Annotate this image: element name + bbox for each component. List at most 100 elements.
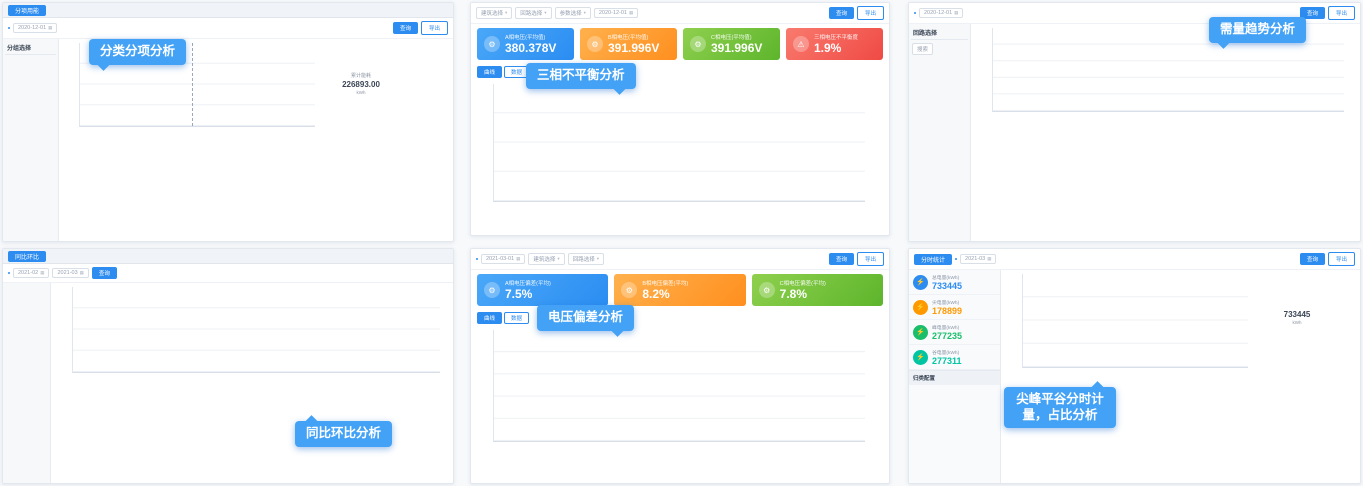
gauge-icon: ⚙ [621,282,638,298]
kpi-phase-a-voltage: ⚙ A相电压(平均值) 380.378V [477,28,574,60]
p1-toolbar: 2020-12-01 ▦ 查询 导出 [3,18,453,39]
chevron-down-icon: ▾ [557,256,560,261]
p1-tree-title: 分组选择 [5,41,56,55]
tou-bar-chart [1023,274,1248,367]
chevron-down-icon: ▾ [596,256,599,261]
chevron-down-icon: ▾ [583,10,586,15]
p2-tab-curve[interactable]: 曲线 [477,66,503,78]
p6-query-button[interactable]: 查询 [1299,253,1325,265]
p5-query-button[interactable]: 查询 [828,253,854,265]
p6-export-button[interactable]: 导出 [1327,252,1355,266]
p2-date-value: 2020-12-01 [598,10,627,16]
p1-query-button[interactable]: 查询 [392,22,418,34]
p4-active-tab[interactable]: 同比环比 [8,250,47,262]
p5-view-tabs: 曲线 数据 [471,310,889,326]
p3-tree-title: 回路选择 [911,26,968,40]
p2-toolbar: 建筑选择 ▾ 回路选择 ▾ 参数选择 ▾ 2020-12-01 ▦ 查询 导出 [471,3,889,24]
p5-tab-curve[interactable]: 曲线 [477,312,503,324]
donut-center-title: 累计能耗 [350,72,371,79]
kpi-unbalance-rate: ⚠ 三相电压不平衡度 1.9% [786,28,883,60]
p6-config-title: 归类配置 [909,370,1000,385]
p5-tab-data[interactable]: 数据 [504,312,530,324]
callout-tou-analysis: 尖峰平谷分时计量，占比分析 [1004,387,1116,429]
p3-date-input[interactable]: 2020-12-01 ▦ [919,8,964,18]
kpi-phase-c-voltage: ⚙ C相电压(平均值) 391.996V [683,28,780,60]
energy-share-donut-chart[interactable]: 累计能耗 226893.00 kWh [323,45,399,121]
calendar-icon: ▦ [987,256,992,261]
deviation-line-chart [494,330,866,442]
p3-export-button[interactable]: 导出 [1327,6,1355,20]
p3-query-button[interactable]: 查询 [1299,7,1325,19]
panel-yoy-mom-analysis: 同比环比 2021-02 ▦ 2021-03 ▦ 查询 [2,248,454,484]
p1-granularity-segment[interactable] [8,27,10,29]
p2-param-value: 参数选择 [559,11,582,17]
p2-kpi-row: ⚙ A相电压(平均值) 380.378V ⚙ B相电压(平均值) 391.996V ⚙ C… [471,24,889,64]
callout-unbalance-analysis: 三相不平衡分析 [526,63,636,89]
p3-tree-search-input[interactable]: 搜索 [912,43,934,55]
p1-date-input[interactable]: 2020-12-01 ▦ [13,23,58,33]
p4-query-button[interactable]: 查询 [91,267,117,279]
callout-voltage-deviation: 电压偏差分析 [537,305,635,331]
p4-date-input-start[interactable]: 2021-02 ▦ [13,268,50,278]
p6-date-input[interactable]: 2021-03 ▦ [960,254,997,264]
calendar-icon: ▦ [79,270,84,275]
panel-tou-metering: 分时统计 2021-03 ▦ 查询 导出 ⚡ 总电量(kWh) 733445 ⚡ 尖电量… [908,248,1361,484]
tou-share-donut-chart[interactable]: 733445 kWh [1256,276,1338,358]
p2-circuit-select[interactable]: 回路选择 ▾ [515,7,552,19]
energy-share-donut-block: 累计能耗 226893.00 kWh [315,41,401,133]
p1-sidebar-tree: 分组选择 [3,39,59,241]
p1-date-value: 2020-12-01 [18,25,47,31]
callout-yoy-mom: 同比环比分析 [295,421,393,447]
donut-center-unit: kWh [356,89,366,95]
energy-icon: ⚡ [913,324,928,340]
stat-sharp-energy: ⚡ 尖电量(kWh) 178899 [909,295,1000,320]
donut-center-value: 226893.00 [342,79,380,89]
p1-export-button[interactable]: 导出 [420,21,448,35]
p4-sidebar-tree-blurred [3,283,51,483]
p5-building-select[interactable]: 建筑选择 ▾ [528,253,565,265]
p2-query-button[interactable]: 查询 [828,7,854,19]
donut-center-unit: kWh [1292,319,1302,325]
p4-granularity-segment[interactable] [8,272,10,274]
p2-export-button[interactable]: 导出 [856,6,884,20]
stat-total-energy: ⚡ 总电量(kWh) 733445 [909,270,1000,295]
p5-circuit-select[interactable]: 回路选择 ▾ [567,253,604,265]
p2-param-select[interactable]: 参数选择 ▾ [554,7,591,19]
p2-view-tabs: 曲线 数据 [471,64,889,80]
calendar-icon: ▦ [48,25,53,30]
p5-kpi-row: ⚙ A相电压偏差(平均) 7.5% ⚙ B相电压偏差(平均) 8.2% ⚙ C相电压偏差(… [471,270,889,310]
unbalance-line-chart [494,84,866,202]
energy-icon: ⚡ [913,274,928,290]
p6-active-tab[interactable]: 分时统计 [914,253,953,265]
p2-date-input[interactable]: 2020-12-01 ▦ [593,8,639,18]
p2-building-select[interactable]: 建筑选择 ▾ [476,7,513,19]
panel-voltage-deviation: 2021-03-01 ▦ 建筑选择 ▾ 回路选择 ▾ 查询 导出 ⚙ A相电压偏差(平均… [470,248,890,484]
p1-tabbar: 分项用能 [3,3,453,18]
kpi-phase-b-voltage: ⚙ B相电压(平均值) 391.996V [580,28,677,60]
panel-three-phase-unbalance: 建筑选择 ▾ 回路选择 ▾ 参数选择 ▾ 2020-12-01 ▦ 查询 导出 ⚙ A相电… [470,2,890,236]
p3-date-value: 2020-12-01 [924,10,953,16]
p6-granularity-segment[interactable] [955,258,958,260]
kpi-phase-b-deviation: ⚙ B相电压偏差(平均) 8.2% [614,274,746,306]
warning-icon: ⚠ [793,36,809,52]
energy-icon: ⚡ [913,349,928,365]
p2-building-value: 建筑选择 [481,11,504,17]
callout-category-analysis: 分类分项分析 [89,39,187,65]
gauge-icon: ⚙ [758,282,775,298]
kpi-phase-c-deviation: ⚙ C相电压偏差(平均) 7.8% [751,274,883,306]
p5-granularity-segment[interactable] [476,258,478,260]
calendar-icon: ▦ [954,10,959,15]
gauge-icon: ⚙ [587,36,603,52]
p1-active-tab[interactable]: 分项用能 [8,4,47,16]
p4-date-input-end[interactable]: 2021-03 ▦ [52,268,89,278]
p2-circuit-value: 回路选择 [520,11,543,17]
p5-date-input[interactable]: 2021-03-01 ▦ [481,254,526,264]
p5-export-button[interactable]: 导出 [856,252,884,266]
gauge-icon: ⚙ [690,36,706,52]
calendar-icon: ▦ [628,10,634,15]
gauge-icon: ⚙ [484,36,500,52]
p3-granularity-segment[interactable] [914,12,916,14]
p6-stats-sidebar: ⚡ 总电量(kWh) 733445 ⚡ 尖电量(kWh) 178899 ⚡ 峰电量(kWh… [909,270,1001,483]
kpi-phase-a-deviation: ⚙ A相电压偏差(平均) 7.5% [477,274,609,306]
